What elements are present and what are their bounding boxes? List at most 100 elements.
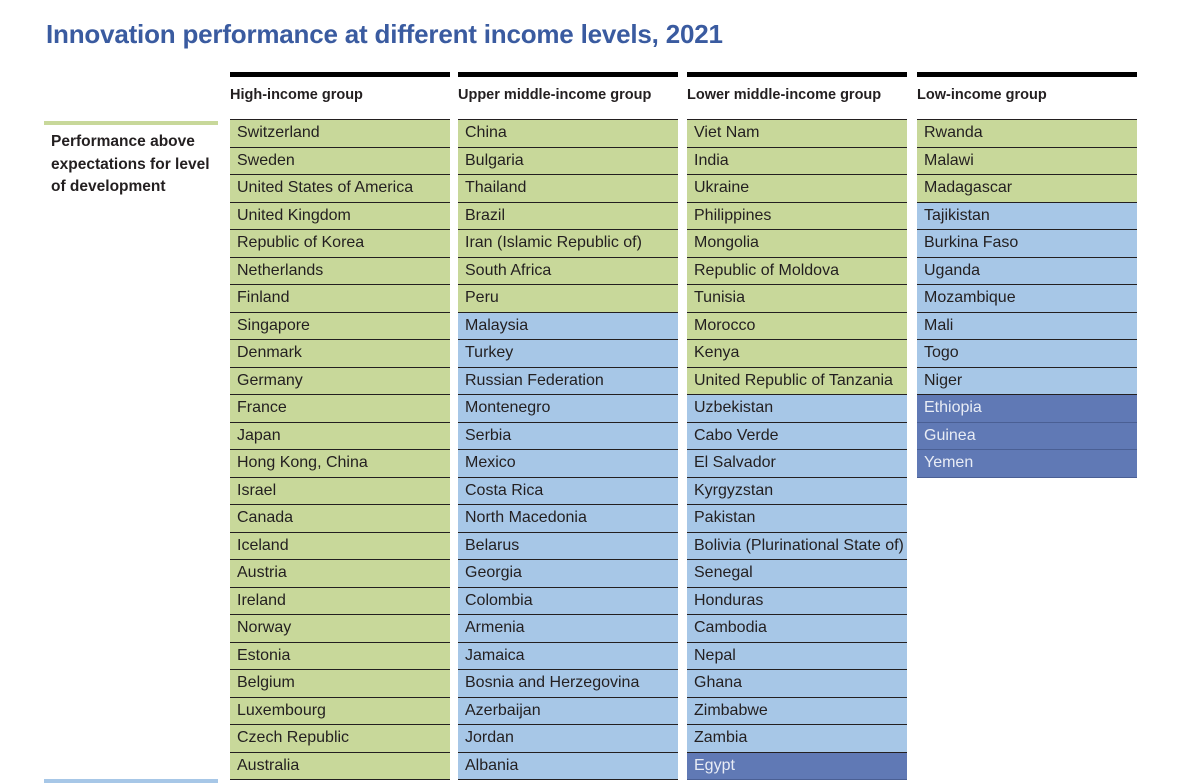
country-cell: Armenia <box>458 615 678 643</box>
country-cell: Israel <box>230 478 450 506</box>
country-cell: El Salvador <box>687 450 907 478</box>
country-cell: Austria <box>230 560 450 588</box>
country-cell: Peru <box>458 285 678 313</box>
country-cell: Montenegro <box>458 395 678 423</box>
country-cell: Morocco <box>687 313 907 341</box>
legend-above-label: Performance above expectations for level… <box>44 125 218 199</box>
country-cell: United States of America <box>230 175 450 203</box>
country-cell: Bolivia (Plurinational State of) <box>687 533 907 561</box>
country-cell: Togo <box>917 340 1137 368</box>
country-cell: Tajikistan <box>917 203 1137 231</box>
country-cell: Malawi <box>917 148 1137 176</box>
country-cell: Switzerland <box>230 120 450 148</box>
country-cell: Republic of Moldova <box>687 258 907 286</box>
country-cell: Nepal <box>687 643 907 671</box>
country-cell: Cambodia <box>687 615 907 643</box>
country-cell: Iran (Islamic Republic of) <box>458 230 678 258</box>
column-upper-middle-income: Upper middle-income group ChinaBulgariaT… <box>458 72 678 780</box>
country-cell: Mozambique <box>917 285 1137 313</box>
column-header: Lower middle-income group <box>687 77 907 120</box>
country-cell: Mali <box>917 313 1137 341</box>
country-cell: Republic of Korea <box>230 230 450 258</box>
country-cell: United Kingdom <box>230 203 450 231</box>
country-cell: Singapore <box>230 313 450 341</box>
country-cell: Egypt <box>687 753 907 781</box>
column-header: Upper middle-income group <box>458 77 678 120</box>
country-cell: Jordan <box>458 725 678 753</box>
country-cell: France <box>230 395 450 423</box>
country-cell: Niger <box>917 368 1137 396</box>
country-cell: Russian Federation <box>458 368 678 396</box>
country-cell: Mexico <box>458 450 678 478</box>
country-cell: Iceland <box>230 533 450 561</box>
country-cell: Netherlands <box>230 258 450 286</box>
country-cell: Norway <box>230 615 450 643</box>
country-cell: Pakistan <box>687 505 907 533</box>
country-cell: Denmark <box>230 340 450 368</box>
country-cell: China <box>458 120 678 148</box>
country-cell: Colombia <box>458 588 678 616</box>
country-cell: Ethiopia <box>917 395 1137 423</box>
country-cell: Ireland <box>230 588 450 616</box>
country-cell: Serbia <box>458 423 678 451</box>
column-header: Low-income group <box>917 77 1137 120</box>
country-cell: Rwanda <box>917 120 1137 148</box>
country-cell: Sweden <box>230 148 450 176</box>
column-cells: SwitzerlandSwedenUnited States of Americ… <box>230 120 450 780</box>
column-cells: RwandaMalawiMadagascarTajikistanBurkina … <box>917 120 1137 478</box>
country-cell: Germany <box>230 368 450 396</box>
country-cell: Australia <box>230 753 450 781</box>
country-cell: Japan <box>230 423 450 451</box>
country-cell: Brazil <box>458 203 678 231</box>
column-lower-middle-income: Lower middle-income group Viet NamIndiaU… <box>687 72 907 780</box>
chart-title: Innovation performance at different inco… <box>46 19 723 50</box>
country-cell: Viet Nam <box>687 120 907 148</box>
country-cell: Philippines <box>687 203 907 231</box>
country-cell: Bosnia and Herzegovina <box>458 670 678 698</box>
country-cell: North Macedonia <box>458 505 678 533</box>
country-cell: Senegal <box>687 560 907 588</box>
country-cell: Kyrgyzstan <box>687 478 907 506</box>
column-header: High-income group <box>230 77 450 120</box>
country-cell: Estonia <box>230 643 450 671</box>
country-cell: Azerbaijan <box>458 698 678 726</box>
country-cell: Mongolia <box>687 230 907 258</box>
country-cell: South Africa <box>458 258 678 286</box>
country-cell: Malaysia <box>458 313 678 341</box>
country-cell: Belgium <box>230 670 450 698</box>
country-cell: Honduras <box>687 588 907 616</box>
column-cells: ChinaBulgariaThailandBrazilIran (Islamic… <box>458 120 678 780</box>
column-cells: Viet NamIndiaUkrainePhilippinesMongoliaR… <box>687 120 907 780</box>
country-cell: Tunisia <box>687 285 907 313</box>
country-cell: United Republic of Tanzania <box>687 368 907 396</box>
country-cell: Belarus <box>458 533 678 561</box>
country-cell: Burkina Faso <box>917 230 1137 258</box>
column-high-income: High-income group SwitzerlandSwedenUnite… <box>230 72 450 780</box>
country-cell: Cabo Verde <box>687 423 907 451</box>
country-cell: India <box>687 148 907 176</box>
country-cell: Albania <box>458 753 678 781</box>
column-low-income: Low-income group RwandaMalawiMadagascarT… <box>917 72 1137 478</box>
country-cell: Finland <box>230 285 450 313</box>
legend-within-expectations <box>44 779 218 783</box>
country-cell: Costa Rica <box>458 478 678 506</box>
country-cell: Turkey <box>458 340 678 368</box>
country-cell: Yemen <box>917 450 1137 478</box>
country-cell: Thailand <box>458 175 678 203</box>
country-cell: Uganda <box>917 258 1137 286</box>
country-cell: Bulgaria <box>458 148 678 176</box>
country-cell: Ghana <box>687 670 907 698</box>
country-cell: Kenya <box>687 340 907 368</box>
country-cell: Madagascar <box>917 175 1137 203</box>
country-cell: Luxembourg <box>230 698 450 726</box>
country-cell: Canada <box>230 505 450 533</box>
country-cell: Guinea <box>917 423 1137 451</box>
country-cell: Czech Republic <box>230 725 450 753</box>
country-cell: Georgia <box>458 560 678 588</box>
country-cell: Uzbekistan <box>687 395 907 423</box>
country-cell: Ukraine <box>687 175 907 203</box>
country-cell: Zambia <box>687 725 907 753</box>
country-cell: Hong Kong, China <box>230 450 450 478</box>
legend-above-expectations: Performance above expectations for level… <box>44 121 218 199</box>
country-cell: Jamaica <box>458 643 678 671</box>
